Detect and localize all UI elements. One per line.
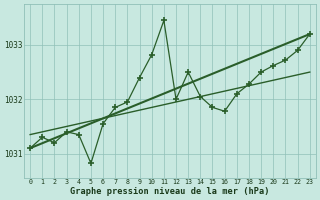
X-axis label: Graphe pression niveau de la mer (hPa): Graphe pression niveau de la mer (hPa)	[70, 187, 270, 196]
